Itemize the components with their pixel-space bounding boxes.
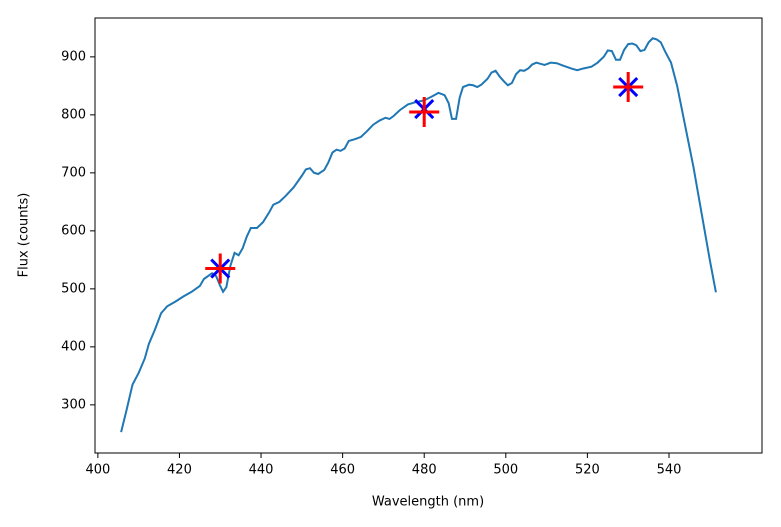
- x-tick-label: 460: [330, 463, 355, 478]
- y-tick-label: 300: [61, 397, 86, 412]
- y-tick-label: 700: [61, 165, 86, 180]
- x-tick-label: 480: [412, 463, 437, 478]
- y-tick-label: 800: [61, 107, 86, 122]
- y-tick-label: 600: [61, 223, 86, 238]
- x-tick-label: 540: [657, 463, 682, 478]
- y-tick-label: 900: [61, 49, 86, 64]
- x-tick-label: 520: [575, 463, 600, 478]
- y-tick-label: 500: [61, 281, 86, 296]
- x-axis-label: Wavelength (nm): [372, 495, 484, 510]
- x-tick-label: 440: [249, 463, 274, 478]
- x-tick-label: 400: [85, 463, 110, 478]
- y-axis-label: Flux (counts): [17, 193, 32, 278]
- marker: [205, 253, 236, 284]
- y-tick-label: 400: [61, 339, 86, 354]
- marker: [409, 96, 440, 127]
- axes-frame: [94, 17, 763, 454]
- x-tick-label: 500: [493, 463, 518, 478]
- x-tick-label: 420: [167, 463, 192, 478]
- marker: [613, 72, 644, 103]
